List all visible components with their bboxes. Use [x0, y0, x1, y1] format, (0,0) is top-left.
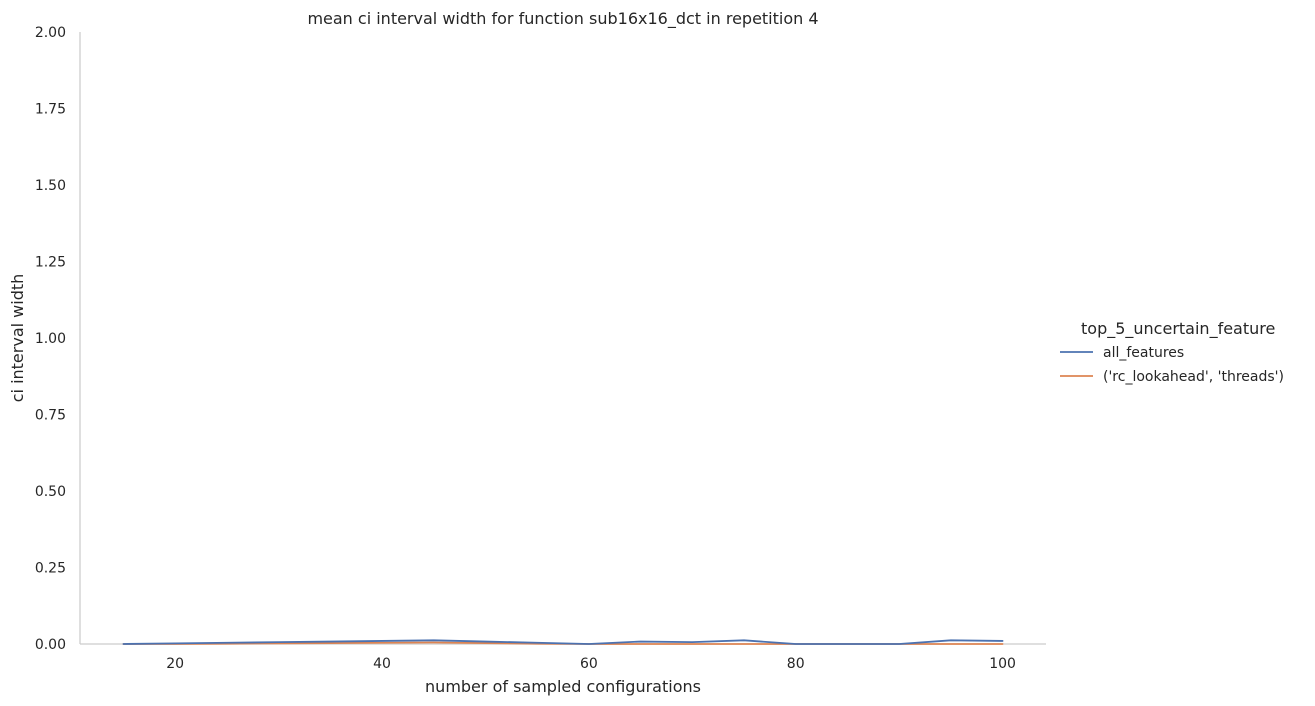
chart-title: mean ci interval width for function sub1…	[307, 9, 818, 29]
x-tick-label: 40	[373, 656, 391, 672]
x-axis-title: number of sampled configurations	[425, 677, 701, 696]
y-tick-label: 0.50	[35, 484, 66, 500]
y-axis-title: ci interval width	[8, 274, 27, 403]
y-tick-label: 2.00	[35, 25, 66, 41]
series-line	[122, 639, 1004, 645]
y-tick-label: 0.00	[35, 637, 66, 653]
legend: top_5_uncertain_feature all_features ('rc…	[1060, 319, 1284, 385]
legend-items: all_features ('rc_lookahead', 'threads')	[1060, 345, 1284, 385]
y-tick-label: 0.75	[35, 408, 66, 424]
legend-label: ('rc_lookahead', 'threads')	[1103, 369, 1284, 385]
plot-area: 0.00 0.25 0.50 0.75 1.00 1.25 1.50 1.75 2.00 20 4…	[35, 25, 1046, 672]
x-tick-label: 100	[989, 656, 1016, 672]
y-tick-label: 0.25	[35, 561, 66, 577]
y-tick-label: 1.50	[35, 178, 66, 194]
x-tick-label: 20	[166, 656, 184, 672]
y-tick-label: 1.00	[35, 331, 66, 347]
y-tick-labels: 0.00 0.25 0.50 0.75 1.00 1.25 1.50 1.75 2.00	[35, 25, 66, 653]
x-tick-label: 60	[580, 656, 598, 672]
x-tick-label: 80	[787, 656, 805, 672]
legend-title: top_5_uncertain_feature	[1081, 319, 1275, 339]
legend-label: all_features	[1103, 345, 1184, 361]
series-lines	[122, 639, 1004, 645]
y-tick-label: 1.75	[35, 102, 66, 118]
y-tick-label: 1.25	[35, 255, 66, 271]
x-tick-labels: 20 40 60 80 100	[166, 656, 1016, 672]
